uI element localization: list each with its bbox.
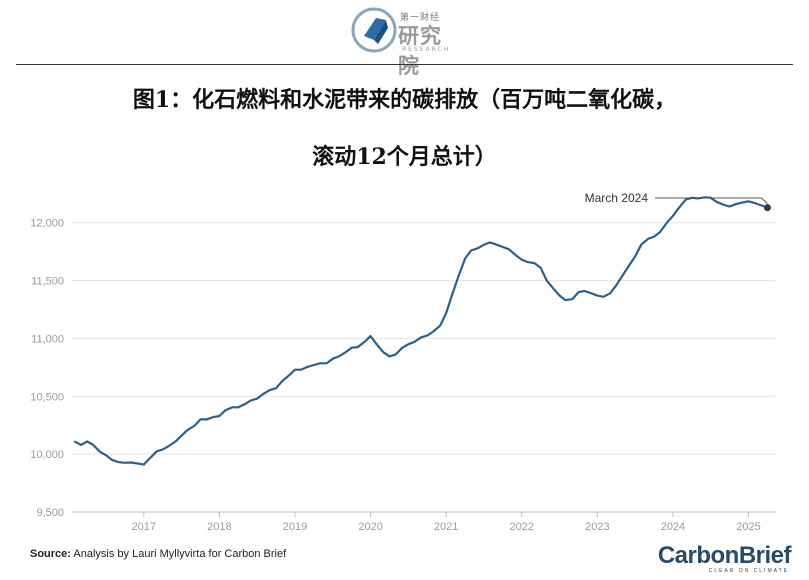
x-tick-label: 2024 (661, 521, 685, 533)
y-tick-label: 9,500 (36, 507, 64, 519)
source-note: Source: Analysis by Lauri Myllyvirta for… (30, 548, 286, 560)
x-tick-label: 2022 (510, 521, 534, 533)
x-tick-label: 2019 (283, 521, 307, 533)
annotation-label: March 2024 (585, 191, 649, 205)
x-tick-label: 2017 (132, 521, 156, 533)
logo-sub-text: RESEARCH (402, 46, 451, 53)
y-tick-label: 12,000 (30, 218, 64, 230)
logo-top-text: 第一财经 (400, 13, 441, 23)
chart-title-line2: 滚动12个月总计） (312, 144, 497, 170)
y-tick-label: 10,500 (30, 391, 64, 403)
footer: Source: Analysis by Lauri Myllyvirta for… (0, 540, 809, 580)
chart-title-line1: 图1：化石燃料和水泥带来的碳排放（百万吨二氧化碳， (132, 87, 677, 113)
carbonbrief-logo: CarbonBrief (657, 542, 792, 569)
x-tick-label: 2021 (434, 521, 458, 533)
y-tick-label: 11,000 (31, 333, 64, 345)
header: 第一财经 研究院 RESEARCH (0, 0, 809, 78)
x-tick-label: 2025 (736, 521, 760, 533)
series-end-point (763, 204, 771, 212)
series-line (73, 196, 768, 466)
annotation-leader-tail (761, 197, 768, 205)
y-tick-label: 11,500 (31, 276, 64, 288)
x-tick-label: 2023 (585, 521, 609, 533)
source-label: Source: (30, 548, 71, 560)
header-divider (16, 64, 793, 65)
x-tick-label: 2018 (207, 521, 231, 533)
source-text: Analysis by Lauri Myllyvirta for Carbon … (70, 548, 287, 560)
emissions-line-chart: 9,500 10,000 10,500 11,000 11,500 12,000 2017 2… (30, 191, 775, 533)
logo-emblem-icon (351, 7, 397, 53)
y-tick-label: 10,000 (30, 449, 64, 461)
x-tick-label: 2020 (358, 521, 382, 533)
research-logo: 第一财经 研究院 RESEARCH (350, 6, 460, 78)
carbonbrief-tagline: CLEAR ON CLIMATE (708, 568, 789, 574)
logo-main-text: 研究院 (398, 24, 442, 78)
